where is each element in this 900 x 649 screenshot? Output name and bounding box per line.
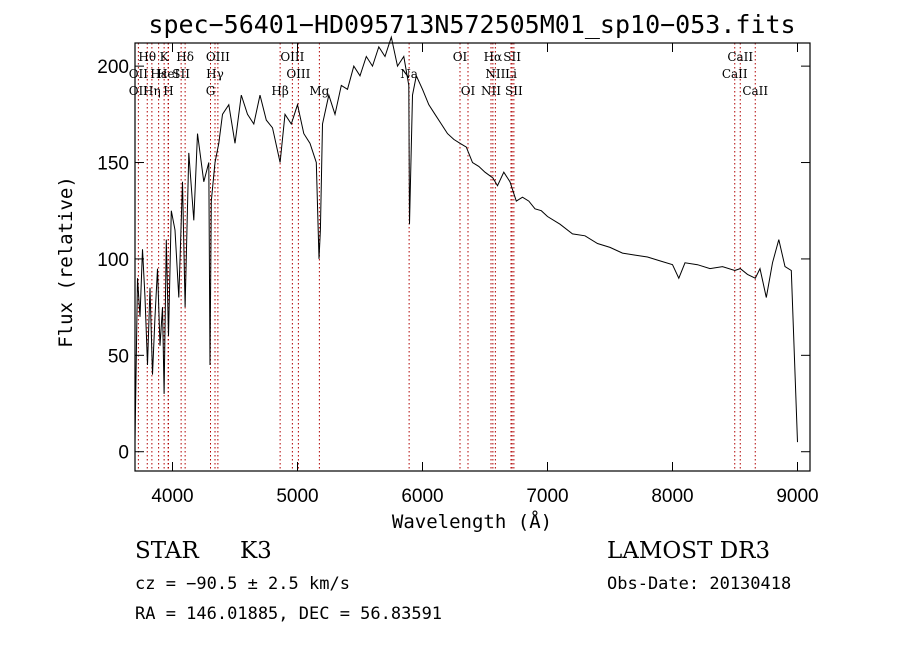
spectrum-series-line [134,35,798,443]
x-tick-label: 7000 [526,486,568,507]
x-tick-label: 6000 [401,486,443,507]
line-marker-label: OIII [206,50,230,64]
line-marker-label: Hθ [138,50,156,64]
object-subclass: K3 [240,538,272,564]
line-marker-label: SII [503,50,521,64]
x-tick-label: 4000 [151,486,193,507]
chart-title: spec−56401−HD095713N572505M01_sp10−053.f… [148,10,795,39]
object-class: STAR [135,538,199,564]
line-marker-label: Hα [484,50,503,64]
obs-date: Obs-Date: 20130418 [607,574,791,594]
y-tick-label: 200 [97,57,129,78]
line-marker-label: Hβ [271,84,288,98]
line-marker-label: OII [129,84,149,98]
line-marker-label: Mg [309,84,329,98]
y-axis: 0 50 100 150 200 [97,57,810,464]
line-marker-label: Na [400,67,418,81]
x-tick-label: 8000 [651,486,693,507]
line-marker-label: NII [481,84,501,98]
y-axis-label: Flux (relative) [55,176,77,348]
line-marker-label: SII [505,84,523,98]
line-markers [137,43,756,471]
ra-dec-coords: RA = 146.01885, DEC = 56.83591 [135,604,442,624]
line-marker-label: NII [485,67,505,81]
line-marker-label: Hε [150,67,167,81]
x-axis: 4000 5000 6000 7000 8000 9000 [151,43,819,507]
y-tick-label: 150 [97,154,129,175]
line-marker-label: HeI [157,67,180,81]
line-marker-label: OI [461,84,476,98]
plot-frame [134,42,811,472]
x-tick-label: 5000 [276,486,318,507]
line-marker-label: G [206,84,216,98]
line-marker-label: K [160,50,170,64]
line-marker-label: OIII [286,67,310,81]
line-marker-label: OI [453,50,468,64]
x-axis-label: Wavelength (Å) [392,510,552,533]
x-tick-label: 9000 [776,486,818,507]
line-marker-label: Li [505,67,517,81]
line-marker-label: Hη [143,84,161,98]
survey-name: LAMOST DR3 [607,538,770,564]
line-marker-label: CaII [722,67,748,81]
line-marker-label: SII [172,67,190,81]
redshift-cz: cz = −90.5 ± 2.5 km/s [135,574,350,594]
line-marker-label: Hγ [206,67,224,81]
line-marker-label: CaII [727,50,753,64]
y-tick-label: 0 [118,443,129,464]
line-marker-label: OIII [280,50,304,64]
line-marker-label: H [163,84,173,98]
y-tick-label: 50 [108,346,129,367]
line-marker-label: OII [129,67,149,81]
line-marker-label: Hδ [176,50,194,64]
line-marker-label: CaII [742,84,768,98]
y-tick-label: 100 [97,250,129,271]
